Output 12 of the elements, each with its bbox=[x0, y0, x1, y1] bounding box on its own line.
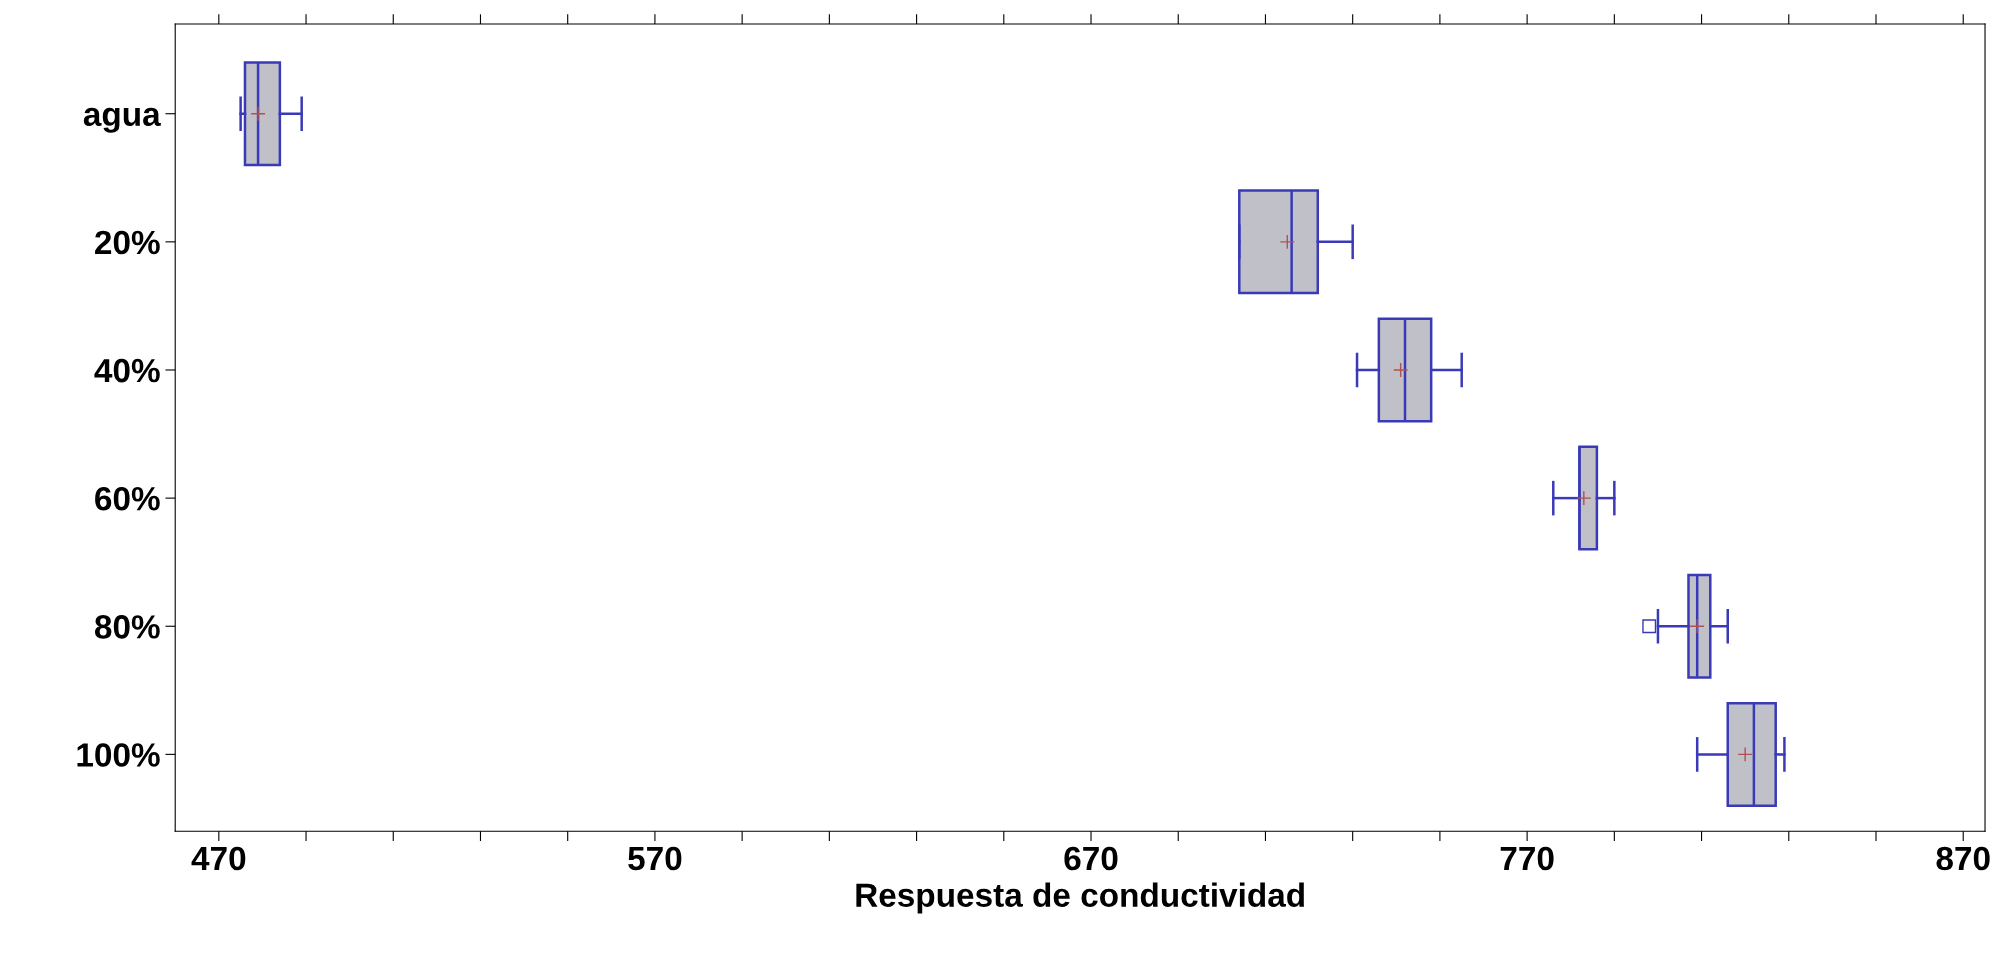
x-tick-label: 470 bbox=[191, 846, 246, 871]
y-tick-label: 20% bbox=[95, 230, 160, 255]
y-tick-label: 80% bbox=[94, 615, 160, 639]
x-tick-label: 570 bbox=[628, 846, 682, 871]
y-tick-label: agua bbox=[83, 107, 161, 133]
y-tick-label: 40% bbox=[94, 358, 160, 383]
y-tick-label: 60% bbox=[95, 486, 160, 511]
x-axis-title: Respuesta de conductividad bbox=[856, 882, 1304, 914]
y-tick-label: 100% bbox=[77, 743, 160, 767]
x-tick-label: 670 bbox=[1064, 846, 1118, 871]
x-tick-label: 870 bbox=[1936, 846, 1990, 871]
x-tick-label: 770 bbox=[1500, 846, 1554, 871]
